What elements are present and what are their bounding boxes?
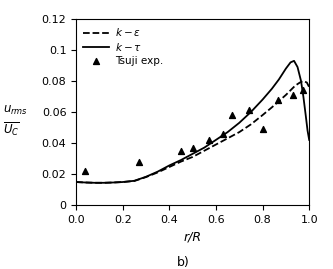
$k - \varepsilon$: [156, 171, 160, 174]
$k - \tau$: [202, 146, 206, 149]
$k - \tau$: [261, 98, 265, 101]
$k - \tau$: [112, 181, 116, 184]
$k - \varepsilon$: [293, 84, 297, 87]
$k - \varepsilon$: [202, 149, 206, 152]
$k - \varepsilon$: [93, 181, 97, 185]
X-axis label: r/R: r/R: [184, 230, 202, 243]
$k - \tau$: [295, 65, 299, 69]
$k - \tau$: [179, 158, 183, 162]
$k - \tau$: [167, 164, 171, 167]
$k - \varepsilon$: [261, 114, 265, 117]
$k - \tau$: [304, 114, 308, 117]
$k - \tau$: [284, 67, 288, 70]
$k - \tau$: [102, 181, 106, 185]
$k - \tau$: [299, 79, 303, 83]
$k - \varepsilon$: [277, 100, 281, 103]
Tsuji exp.: [220, 132, 226, 136]
$k - \tau$: [307, 138, 311, 141]
$k - \tau$: [249, 110, 253, 114]
$k - \varepsilon$: [307, 86, 311, 89]
$k - \varepsilon$: [102, 181, 106, 185]
$k - \varepsilon$: [133, 179, 137, 183]
$k - \varepsilon$: [84, 181, 88, 184]
$k - \tau$: [288, 61, 292, 64]
$k - \varepsilon$: [270, 106, 274, 109]
$k - \varepsilon$: [179, 160, 183, 163]
$k - \varepsilon$: [301, 79, 305, 83]
$k - \tau$: [237, 121, 241, 125]
$k - \varepsilon$: [112, 181, 116, 184]
$k - \tau$: [84, 181, 88, 184]
$k - \tau$: [301, 95, 305, 98]
$k - \varepsilon$: [237, 130, 241, 134]
Line: $k - \tau$: $k - \tau$: [76, 61, 309, 183]
Tsuji exp.: [137, 160, 142, 164]
$k - \tau$: [277, 78, 281, 81]
$k - \varepsilon$: [191, 155, 195, 158]
$k - \varepsilon$: [121, 180, 125, 184]
$k - \tau$: [156, 170, 160, 173]
Text: $u_{rms}$
$\overline{U_C}$: $u_{rms}$ $\overline{U_C}$: [3, 104, 28, 138]
$k - \tau$: [121, 180, 125, 184]
Text: b): b): [177, 256, 189, 269]
Tsuji exp.: [83, 169, 88, 173]
$k - \tau$: [226, 130, 230, 134]
$k - \varepsilon$: [167, 165, 171, 169]
$k - \tau$: [74, 180, 78, 184]
$k - \tau$: [144, 175, 148, 178]
Tsuji exp.: [230, 113, 235, 117]
Legend: $k - \varepsilon$, $k - \tau$, Tsuji exp.: $k - \varepsilon$, $k - \tau$, Tsuji exp…: [81, 24, 165, 68]
$k - \varepsilon$: [214, 143, 218, 146]
$k - \tau$: [214, 138, 218, 141]
$k - \varepsilon$: [226, 137, 230, 140]
Tsuji exp.: [246, 108, 251, 113]
$k - \tau$: [191, 152, 195, 155]
$k - \varepsilon$: [298, 81, 302, 84]
Tsuji exp.: [178, 148, 184, 153]
Tsuji exp.: [206, 138, 212, 142]
$k - \varepsilon$: [74, 180, 78, 184]
$k - \tau$: [292, 59, 296, 62]
$k - \tau$: [270, 87, 274, 90]
$k - \tau$: [306, 129, 310, 132]
$k - \varepsilon$: [288, 89, 292, 92]
Tsuji exp.: [290, 93, 295, 97]
Tsuji exp.: [260, 127, 265, 131]
$k - \tau$: [93, 181, 97, 185]
Tsuji exp.: [275, 97, 280, 102]
$k - \varepsilon$: [305, 81, 309, 84]
$k - \tau$: [133, 179, 137, 182]
$k - \varepsilon$: [144, 175, 148, 179]
Tsuji exp.: [190, 146, 195, 150]
$k - \varepsilon$: [249, 123, 253, 126]
Tsuji exp.: [301, 88, 306, 93]
$k - \varepsilon$: [284, 93, 288, 97]
Line: $k - \varepsilon$: $k - \varepsilon$: [76, 81, 309, 183]
